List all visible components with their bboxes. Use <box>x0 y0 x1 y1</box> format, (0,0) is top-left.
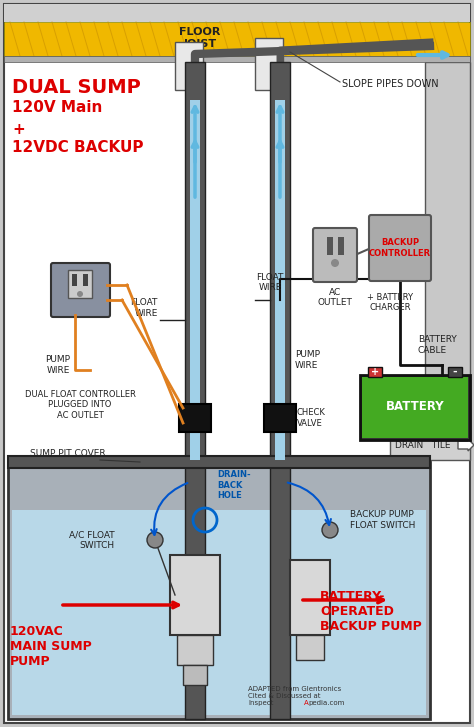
Text: DUAL SUMP: DUAL SUMP <box>12 78 141 97</box>
Bar <box>448 367 462 377</box>
Bar <box>425 62 470 442</box>
Circle shape <box>77 291 83 297</box>
Text: ADAPTED from Glentronics
Cited & Discussed at
Inspect: ADAPTED from Glentronics Cited & Discuss… <box>248 686 341 706</box>
Bar <box>83 274 88 286</box>
Text: 120VAC
MAIN SUMP
PUMP: 120VAC MAIN SUMP PUMP <box>10 625 92 668</box>
Text: BACKUP
CONTROLLER: BACKUP CONTROLLER <box>369 238 431 257</box>
Bar <box>338 237 344 255</box>
Text: AC
OUTLET: AC OUTLET <box>318 288 353 308</box>
Text: FLOAT
WIRE: FLOAT WIRE <box>256 273 283 292</box>
Text: A/C FLOAT
SWITCH: A/C FLOAT SWITCH <box>69 530 115 550</box>
Bar <box>264 404 296 432</box>
Text: PUMP
WIRE: PUMP WIRE <box>295 350 320 370</box>
FancyBboxPatch shape <box>313 228 357 282</box>
Bar <box>175 42 203 90</box>
Text: FLOOR
JOIST: FLOOR JOIST <box>179 27 221 49</box>
Bar <box>183 665 207 685</box>
Bar <box>177 635 213 665</box>
Text: PUMP
WIRE: PUMP WIRE <box>45 356 70 374</box>
Bar <box>8 456 430 468</box>
Bar <box>4 4 470 22</box>
Bar <box>390 430 470 460</box>
Bar <box>270 62 290 719</box>
Text: +: + <box>371 367 379 377</box>
Bar <box>72 274 77 286</box>
Text: + BATTERY
CHARGER: + BATTERY CHARGER <box>367 293 413 313</box>
Text: -: - <box>453 367 457 377</box>
Text: pedia.com: pedia.com <box>308 700 345 706</box>
Bar <box>185 62 205 719</box>
Bar <box>68 270 92 298</box>
Bar <box>4 56 470 62</box>
Text: BATTERY
CABLE: BATTERY CABLE <box>418 335 457 355</box>
Bar <box>368 367 382 377</box>
FancyBboxPatch shape <box>369 215 431 281</box>
Bar <box>179 404 211 432</box>
Text: A: A <box>304 700 309 706</box>
Bar <box>12 510 426 715</box>
Bar <box>190 100 200 460</box>
Text: DRAIN   TILE: DRAIN TILE <box>395 441 450 449</box>
Bar <box>4 22 470 56</box>
Circle shape <box>331 259 339 267</box>
Text: 120V Main: 120V Main <box>12 100 102 115</box>
Bar <box>327 237 333 255</box>
Text: CHECK
VALVE: CHECK VALVE <box>297 409 326 427</box>
Bar <box>275 100 285 460</box>
Bar <box>290 560 330 635</box>
Bar <box>255 38 283 90</box>
Bar <box>8 462 430 719</box>
Text: SUMP PIT COVER: SUMP PIT COVER <box>30 449 106 458</box>
Text: DUAL FLOAT CONTROLLER
PLUGGED INTO
AC OUTLET: DUAL FLOAT CONTROLLER PLUGGED INTO AC OU… <box>25 390 136 419</box>
Circle shape <box>147 532 163 548</box>
Text: FLOAT
WIRE: FLOAT WIRE <box>131 298 158 318</box>
Text: SLOPE PIPES DOWN: SLOPE PIPES DOWN <box>342 79 438 89</box>
Bar <box>296 635 324 660</box>
Bar <box>362 377 468 438</box>
Text: +: + <box>12 122 25 137</box>
Bar <box>170 555 220 635</box>
Text: 12VDC BACKUP: 12VDC BACKUP <box>12 140 144 155</box>
FancyArrow shape <box>458 439 474 451</box>
FancyBboxPatch shape <box>51 263 110 317</box>
Bar <box>360 375 470 440</box>
Text: BACKUP PUMP
FLOAT SWITCH: BACKUP PUMP FLOAT SWITCH <box>350 510 415 530</box>
Text: BATTERY: BATTERY <box>386 401 444 414</box>
Text: BATTERY-
OPERATED
BACKUP PUMP: BATTERY- OPERATED BACKUP PUMP <box>320 590 422 633</box>
Circle shape <box>322 522 338 538</box>
Text: DRAIN-
BACK
HOLE: DRAIN- BACK HOLE <box>217 470 251 500</box>
